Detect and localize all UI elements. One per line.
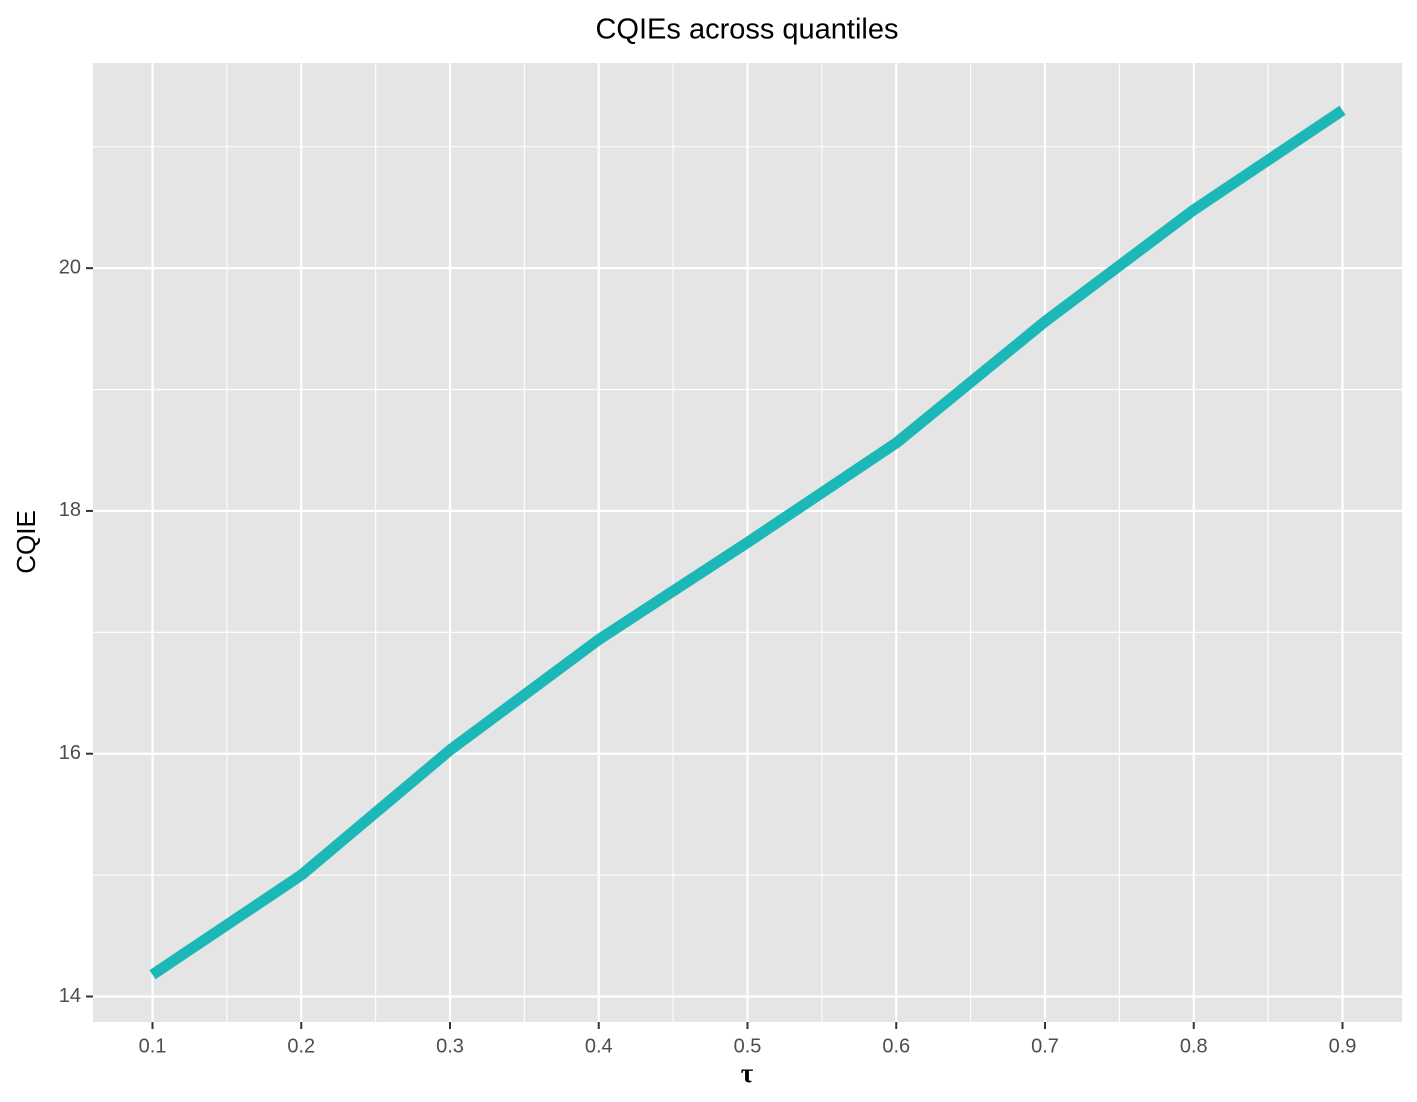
marks [149,105,1346,980]
y-tick-label: 20 [59,256,81,278]
x-tick-label: 0.4 [585,1035,613,1057]
grid [93,63,1402,1022]
x-tick-label: 0.3 [436,1035,464,1057]
x-tick-label: 0.7 [1031,1035,1059,1057]
x-tick-label: 0.9 [1329,1035,1357,1057]
x-tick-label: 0.6 [882,1035,910,1057]
y-tick-label: 18 [59,499,81,521]
x-axis-title: τ [741,1058,754,1088]
y-tick-label: 16 [59,742,81,764]
x-tick-label: 0.1 [139,1035,167,1057]
x-tick-label: 0.8 [1180,1035,1208,1057]
y-tick-label: 14 [59,985,81,1007]
data-line [149,105,1346,980]
x-tick-label: 0.5 [734,1035,762,1057]
y-axis-title: CQIE [11,510,41,574]
x-tick-label: 0.2 [287,1035,315,1057]
chart-title: CQIEs across quantiles [595,14,898,46]
